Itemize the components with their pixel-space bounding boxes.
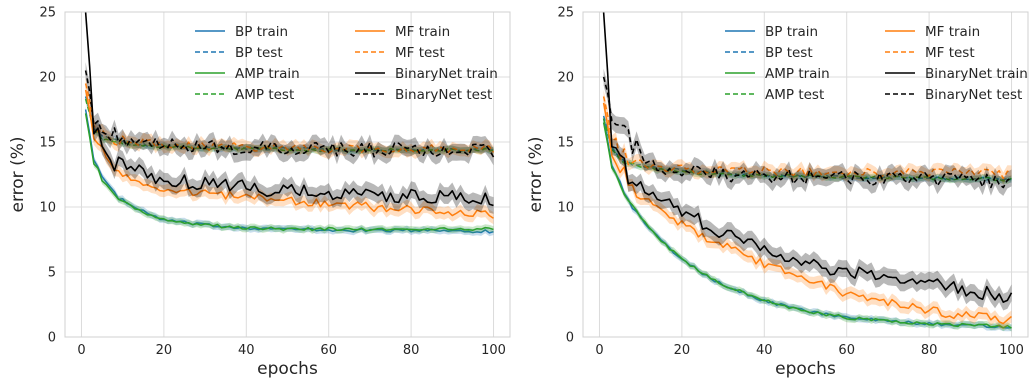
y-axis-label: error (%) <box>8 137 28 213</box>
y-tick-label: 25 <box>557 6 574 21</box>
legend-label: BinaryNet train <box>925 66 1028 82</box>
legend-label: MF train <box>395 24 450 40</box>
series-line-amp-test <box>84 98 494 153</box>
legend-label: BinaryNet test <box>925 87 1022 103</box>
y-tick-label: 0 <box>566 331 574 346</box>
band-mf-test <box>603 90 1012 185</box>
x-axis-label: epochs <box>775 359 836 379</box>
x-tick-label: 20 <box>156 343 173 358</box>
legend: BP train BP test AMP train AMP test MF train… <box>725 24 1028 103</box>
band-binarynet-test <box>603 68 1012 196</box>
band-bp-train <box>603 115 1012 332</box>
x-axis-label: epochs <box>257 359 318 379</box>
series-line-mf-train <box>84 89 494 219</box>
series-line-binarynet-train <box>602 12 1013 303</box>
series-line-bp-test <box>84 96 494 153</box>
legend-label: BinaryNet test <box>395 87 492 103</box>
y-tick-label: 15 <box>39 136 56 151</box>
x-tick-label: 80 <box>403 343 420 358</box>
band-binarynet-train <box>85 12 494 214</box>
series-line-binarynet-train <box>84 12 494 207</box>
left-chart-panel: 0 20 40 60 80 100 0 5 10 15 20 25 epochs error (%) BP … <box>8 6 511 379</box>
x-tick-label: 100 <box>999 343 1024 358</box>
x-tick-label: 0 <box>595 343 603 358</box>
y-tick-label: 25 <box>39 6 56 21</box>
legend-label: BP test <box>765 45 813 61</box>
y-tick-label: 20 <box>557 71 574 86</box>
legend-label: AMP train <box>235 66 300 82</box>
x-tick-label: 20 <box>674 343 691 358</box>
legend-label: MF train <box>925 24 980 40</box>
right-chart-panel: 0 20 40 60 80 100 0 5 10 15 20 25 epochs error (%) BP … <box>526 6 1029 379</box>
y-tick-label: 5 <box>48 266 56 281</box>
plot-area <box>602 12 1013 332</box>
band-mf-test <box>85 77 494 160</box>
x-tick-label: 80 <box>921 343 938 358</box>
axes-frame <box>64 11 511 338</box>
legend-label: AMP test <box>765 87 824 103</box>
x-tick-label: 60 <box>320 343 337 358</box>
series-line-bp-test <box>602 115 1012 181</box>
series-line-binarynet-test <box>602 76 1012 189</box>
x-tick-label: 60 <box>838 343 855 358</box>
legend-label: AMP train <box>765 66 830 82</box>
series-line-mf-test <box>84 83 495 154</box>
legend-label: BP train <box>235 24 288 40</box>
series-line-binarynet-test <box>84 70 495 158</box>
x-tick-label: 40 <box>756 343 773 358</box>
x-tick-label: 0 <box>77 343 85 358</box>
series-line-amp-train <box>84 113 494 232</box>
y-tick-label: 15 <box>557 136 574 151</box>
y-tick-label: 20 <box>39 71 56 86</box>
legend-label: BP test <box>235 45 283 61</box>
band-amp-train <box>603 119 1012 332</box>
band-binarynet-test <box>85 62 494 166</box>
y-tick-label: 10 <box>39 201 56 216</box>
y-tick-label: 0 <box>48 331 56 346</box>
y-tick-label: 5 <box>566 266 574 281</box>
series-line-amp-train <box>602 122 1012 329</box>
legend-label: MF test <box>395 45 445 61</box>
legend-label: BP train <box>765 24 818 40</box>
series-line-mf-train <box>602 102 1012 325</box>
series-line-bp-train <box>602 118 1012 329</box>
y-axis-label: error (%) <box>526 137 546 213</box>
x-tick-label: 40 <box>238 343 255 358</box>
series-line-mf-test <box>602 96 1012 180</box>
legend-label: MF test <box>925 45 975 61</box>
band-mf-train <box>603 96 1012 330</box>
y-tick-label: 10 <box>557 201 574 216</box>
legend-label: AMP test <box>235 87 294 103</box>
x-tick-label: 100 <box>481 343 506 358</box>
axes-frame <box>582 11 1029 338</box>
plot-area <box>84 12 495 237</box>
band-binarynet-train <box>603 12 1012 311</box>
legend-label: BinaryNet train <box>395 66 498 82</box>
legend: BP train BP test AMP train AMP test MF train… <box>195 24 498 103</box>
